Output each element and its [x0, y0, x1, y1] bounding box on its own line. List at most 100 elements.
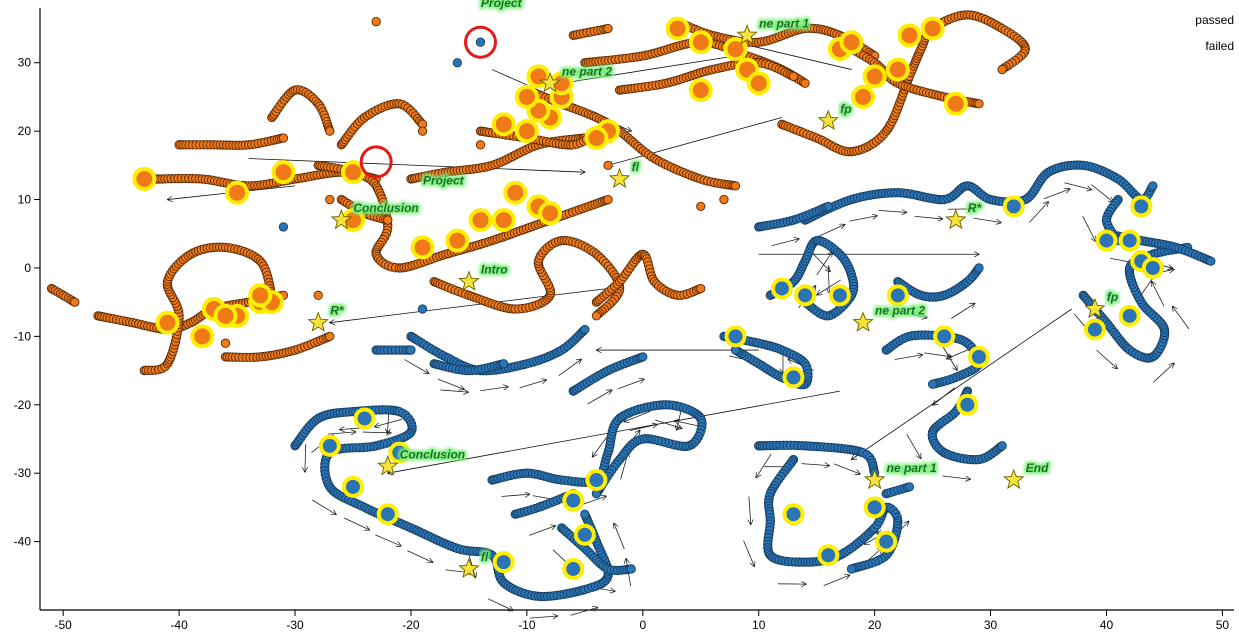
y-tick-label: -30 — [14, 466, 32, 480]
passed-point — [417, 304, 428, 314]
failed-point — [325, 331, 335, 342]
flow-arrow — [878, 210, 907, 212]
legend-label-passed: passed — [1195, 13, 1234, 27]
stage-markers: Project ne part 1 ne part 2 fp fl Project Conc… — [307, 0, 1118, 578]
highlighted-failed-point — [132, 167, 157, 192]
flow-arrow — [529, 526, 555, 536]
flow-arrow — [592, 434, 610, 457]
highlighted-failed-point — [688, 30, 713, 55]
failed-point — [278, 133, 289, 143]
highlighted-passed-point — [967, 345, 990, 368]
flow-arrow — [833, 463, 860, 474]
highlighted-passed-point — [794, 284, 817, 307]
passed-point — [638, 352, 648, 362]
highlighted-passed-point — [1002, 195, 1025, 218]
failed-point — [383, 215, 393, 225]
failed-point — [603, 23, 613, 34]
y-tick: 0 — [24, 261, 40, 275]
highlighted-failed-point — [190, 324, 215, 349]
stage-star-icon — [458, 270, 480, 291]
stage-label: ne part 1 — [759, 16, 809, 30]
highlighted-passed-point — [1095, 229, 1118, 252]
stage-label: Conclusion — [353, 201, 418, 215]
flow-arrow — [914, 216, 943, 219]
flow-arrow — [756, 453, 772, 478]
legend-label-failed: failed — [1205, 39, 1234, 53]
flow-arrow — [362, 432, 391, 433]
transition-arrow — [330, 288, 609, 322]
x-tick-label: 50 — [1216, 618, 1230, 632]
highlighted-failed-point — [248, 283, 273, 308]
flow-arrow — [817, 279, 841, 295]
failed-point — [220, 338, 231, 348]
x-tick: -10 — [518, 610, 536, 632]
stage-label: Conclusion — [400, 447, 465, 461]
failed-point — [603, 160, 613, 170]
flow-arrow — [906, 434, 921, 458]
flow-arrow — [312, 499, 336, 515]
flow-arrow — [942, 475, 970, 479]
failed-point — [788, 71, 799, 82]
flow-arrow — [1029, 202, 1048, 223]
flow-arrow — [529, 616, 558, 618]
highlighted-failed-point — [688, 78, 713, 103]
passed-point — [927, 379, 938, 389]
failed-point — [417, 126, 428, 136]
highlighted-failed-point — [943, 91, 968, 116]
flow-arrow — [942, 346, 957, 370]
highlighted-failed-point — [885, 57, 910, 82]
stage-star-icon — [1003, 468, 1025, 490]
flow-arrow — [501, 494, 530, 496]
highlighted-points — [132, 16, 1164, 580]
y-tick: 30 — [18, 56, 40, 70]
stage-label: End — [1026, 461, 1049, 475]
stage-label: fl — [481, 550, 489, 564]
passed-point — [846, 564, 857, 574]
highlighted-failed-point — [851, 84, 876, 109]
flow-arrow — [1091, 184, 1113, 202]
failed-point — [371, 17, 381, 27]
passed-point — [475, 37, 486, 47]
failed-point — [70, 297, 80, 307]
flow-arrow — [951, 303, 975, 319]
flow-arrow — [617, 379, 644, 390]
flow-arrow — [343, 517, 369, 530]
passed-point — [974, 263, 984, 273]
y-tick: 10 — [18, 193, 40, 207]
flow-arrow — [407, 550, 432, 563]
highlighted-failed-point — [271, 160, 296, 185]
passed-point — [997, 441, 1007, 451]
flow-arrow — [558, 359, 582, 376]
x-tick-label: 30 — [984, 618, 998, 632]
flow-arrow — [973, 217, 1001, 222]
failed-point — [325, 194, 335, 205]
flow-arrow — [305, 444, 306, 472]
flow-arrow — [487, 598, 513, 611]
x-tick: -30 — [286, 610, 304, 632]
failed-point — [696, 201, 706, 212]
y-tick-label: -20 — [14, 398, 32, 412]
highlighted-passed-point — [341, 475, 364, 498]
flow-arrow — [1082, 216, 1096, 241]
x-tick: 0 — [639, 610, 646, 632]
stage-label: R* — [968, 201, 983, 215]
highlighted-passed-point — [817, 544, 840, 567]
highlighted-passed-point — [492, 551, 515, 574]
stage-label: Intro — [481, 263, 508, 277]
failed-point — [591, 311, 602, 321]
y-tick-label: 20 — [18, 124, 32, 138]
failed-point — [997, 64, 1007, 75]
highlighted-passed-point — [1118, 229, 1141, 252]
flow-arrow — [375, 534, 401, 546]
highlighted-failed-point — [584, 125, 609, 150]
x-tick-label: -30 — [286, 618, 304, 632]
highlighted-failed-point — [503, 180, 528, 205]
flow-arrow — [1096, 349, 1117, 369]
highlighted-failed-point — [491, 112, 516, 137]
passed-point — [406, 345, 416, 355]
flow-arrow — [375, 418, 402, 426]
stage-star-icon — [863, 468, 886, 490]
passed-point — [499, 359, 509, 369]
y-tick: -40 — [14, 535, 40, 549]
highlighted-failed-point — [340, 160, 365, 185]
